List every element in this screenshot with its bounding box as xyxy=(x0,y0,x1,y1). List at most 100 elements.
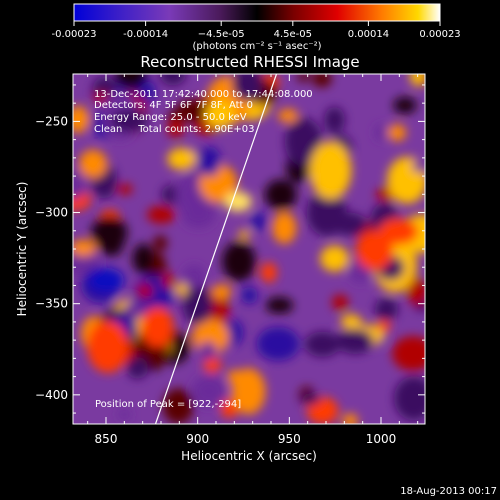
intensity-blob xyxy=(182,264,206,290)
intensity-blob xyxy=(132,243,155,274)
y-tick-label: −300 xyxy=(35,206,68,220)
intensity-blob xyxy=(302,393,321,405)
x-tick-label: 1000 xyxy=(366,432,397,446)
intensity-blob xyxy=(167,147,197,171)
intensity-blob xyxy=(199,341,217,360)
intensity-blob xyxy=(110,109,149,133)
intensity-blob xyxy=(116,409,132,420)
intensity-blob xyxy=(260,262,277,283)
intensity-blob xyxy=(374,124,387,141)
x-tick-label: 950 xyxy=(278,432,301,446)
intensity-blob xyxy=(227,369,243,385)
intensity-blob xyxy=(284,117,323,167)
colorbar-tick-label: 0.00014 xyxy=(348,29,389,40)
intensity-blob xyxy=(147,205,176,224)
intensity-blob xyxy=(191,375,227,407)
colorbar-gradient xyxy=(73,3,441,22)
x-tick-label: 850 xyxy=(95,432,118,446)
info-line-counts: Clean Total counts: 2.90E+03 xyxy=(94,124,254,135)
intensity-blob xyxy=(136,283,153,299)
intensity-blob xyxy=(256,327,300,361)
intensity-blob xyxy=(336,328,374,354)
minimum-region xyxy=(88,267,124,292)
intensity-blob xyxy=(141,306,174,348)
intensity-blob xyxy=(205,99,236,129)
image-pixels xyxy=(73,74,425,424)
plot-area: 13-Dec-2011 17:42:40.000 to 17:44:08.000… xyxy=(72,73,426,425)
intensity-blob xyxy=(73,239,97,256)
intensity-blob xyxy=(264,179,297,211)
info-text: 13-Dec-2011 17:42:40.000 to 17:44:08.000… xyxy=(94,89,313,135)
intensity-blob xyxy=(324,106,345,134)
intensity-blob xyxy=(331,294,349,311)
colorbar-tick-labels: -0.00023 -0.00014 −4.5e-05 4.5e-05 0.00014 0.… xyxy=(52,29,461,40)
intensity-blob xyxy=(126,356,149,379)
intensity-blob xyxy=(342,413,359,424)
peak-position-label: Position of Peak = [922,-294] xyxy=(95,399,241,410)
intensity-blob xyxy=(278,108,299,123)
y-tick-label: −250 xyxy=(35,114,68,128)
colorbar-tick-label: −4.5e-05 xyxy=(198,29,245,40)
intensity-blob xyxy=(211,284,232,300)
x-tick-labels: 850 900 950 1000 xyxy=(95,432,397,446)
intensity-blob xyxy=(265,297,294,314)
peak-region xyxy=(224,191,252,212)
colorbar: -0.00023 -0.00014 −4.5e-05 4.5e-05 0.00014 0.… xyxy=(52,3,461,52)
y-axis-label: Heliocentric Y (arcsec) xyxy=(15,182,29,317)
y-tick-label: −350 xyxy=(35,297,68,311)
intensity-blob xyxy=(87,320,129,373)
intensity-blob xyxy=(394,376,425,421)
intensity-blob xyxy=(250,212,267,231)
solar-limb-line xyxy=(154,73,278,425)
intensity-blob xyxy=(79,149,107,179)
intensity-blob xyxy=(167,119,184,138)
colorbar-tick-label: -0.00023 xyxy=(52,29,97,40)
intensity-blob xyxy=(162,388,194,424)
intensity-blob xyxy=(116,183,133,195)
intensity-blob xyxy=(340,314,362,330)
intensity-texture xyxy=(73,74,425,424)
info-line-time: 13-Dec-2011 17:42:40.000 to 17:44:08.000 xyxy=(94,89,313,100)
info-line-detectors: Detectors: 4F 5F 6F 7F 8F, Att 0 xyxy=(94,100,253,111)
intensity-blob xyxy=(181,202,216,229)
intensity-blob xyxy=(388,124,407,142)
intensity-blob xyxy=(309,141,352,200)
intensity-blob xyxy=(198,146,221,177)
intensity-blob xyxy=(304,331,341,357)
y-tick-labels: −250 −300 −350 −400 xyxy=(35,114,68,401)
colorbar-tick-label: -0.00014 xyxy=(123,29,168,40)
intensity-blob xyxy=(73,169,85,200)
x-tick-label: 900 xyxy=(186,432,209,446)
colorbar-units: (photons cm⁻² s⁻¹ asec⁻²) xyxy=(192,41,321,52)
intensity-blob xyxy=(272,211,297,244)
intensity-blob xyxy=(153,235,168,251)
colorbar-tick-label: 0.00023 xyxy=(419,29,460,40)
colorbar-tick-label: 4.5e-05 xyxy=(274,29,312,40)
intensity-blob xyxy=(412,160,425,173)
intensity-blob xyxy=(232,74,263,102)
intensity-blob xyxy=(297,74,310,82)
axis-ticks xyxy=(73,74,425,424)
intensity-blob xyxy=(91,216,128,250)
intensity-blob xyxy=(124,300,146,320)
intensity-blob xyxy=(312,74,332,88)
intensity-blob xyxy=(114,74,147,90)
intensity-blob xyxy=(241,286,258,304)
intensity-blob xyxy=(393,96,417,114)
intensity-blob xyxy=(410,74,425,87)
colorbar-ticks xyxy=(73,21,441,26)
intensity-blob xyxy=(73,105,90,134)
chart-title: Reconstructed RHESSI Image xyxy=(140,53,359,71)
intensity-blob xyxy=(392,335,425,372)
intensity-blob xyxy=(175,99,210,122)
intensity-blob xyxy=(203,356,222,373)
intensity-blob xyxy=(162,272,175,290)
intensity-blob xyxy=(222,241,256,282)
intensity-blob xyxy=(374,297,399,321)
footer-date: 18-Aug-2013 00:17 xyxy=(400,486,497,497)
intensity-blob xyxy=(407,278,425,306)
intensity-blob xyxy=(220,399,239,418)
intensity-blob xyxy=(355,230,394,271)
intensity-blob xyxy=(182,284,214,325)
